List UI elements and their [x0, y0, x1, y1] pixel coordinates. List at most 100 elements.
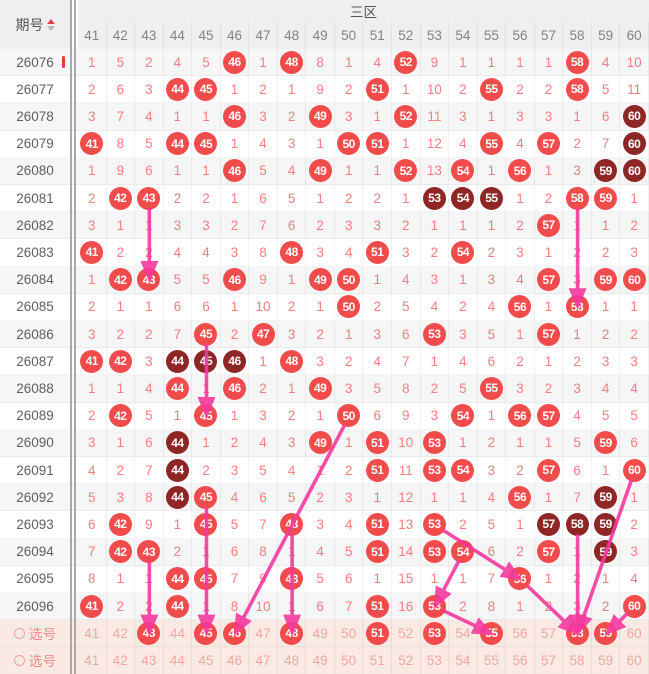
- miss-count-cell: 1: [221, 185, 250, 212]
- miss-count-cell: 8: [135, 484, 164, 511]
- miss-count: 6: [373, 408, 381, 424]
- radio-icon[interactable]: [14, 627, 25, 639]
- selectable-number[interactable]: 51: [363, 647, 393, 674]
- number-ball: 55: [479, 77, 503, 101]
- selectable-number[interactable]: 52: [392, 647, 421, 674]
- miss-count-cell: 2: [78, 402, 107, 429]
- number-cell: 42: [107, 348, 136, 375]
- selectable-number[interactable]: 44: [164, 620, 193, 647]
- number-cell: 50: [335, 402, 364, 429]
- number-cell: 54: [449, 457, 478, 484]
- selectable-number[interactable]: 60: [620, 647, 649, 674]
- miss-count-cell: 1: [164, 402, 193, 429]
- miss-count: 6: [402, 326, 410, 342]
- miss-count: 4: [230, 489, 239, 505]
- selectable-number[interactable]: 55: [478, 647, 507, 674]
- number-cell: 51: [363, 593, 393, 620]
- sort-toggle[interactable]: [46, 18, 55, 31]
- number-ball: 50: [337, 268, 361, 292]
- selected-number-ball[interactable]: 58: [565, 621, 589, 645]
- miss-count-cell: 1: [535, 429, 564, 456]
- selectable-number[interactable]: 57: [535, 647, 564, 674]
- selected-number-ball[interactable]: 48: [280, 621, 304, 645]
- selectable-number[interactable]: 56: [506, 620, 535, 647]
- selected-number-ball[interactable]: 55: [479, 621, 503, 645]
- selectable-number[interactable]: 52: [392, 620, 421, 647]
- number-cell: 45: [192, 484, 221, 511]
- miss-count: 4: [630, 380, 638, 396]
- miss-count-cell: 3: [192, 212, 221, 239]
- selectable-number[interactable]: 43: [135, 647, 164, 674]
- selected-number-ball[interactable]: 45: [194, 621, 218, 645]
- selectable-number[interactable]: 45: [192, 647, 221, 674]
- miss-count-cell: 3: [363, 212, 393, 239]
- miss-count-cell: 2: [478, 239, 507, 266]
- miss-count: 5: [630, 408, 638, 424]
- miss-count: 1: [601, 299, 610, 315]
- number-ball: 45: [194, 512, 218, 536]
- miss-count-cell: 3: [449, 321, 478, 348]
- selectable-number[interactable]: 47: [249, 620, 278, 647]
- miss-count: 1: [544, 489, 553, 505]
- selectable-number[interactable]: 57: [535, 620, 564, 647]
- number-ball: 49: [308, 376, 332, 400]
- number-cell: 52: [392, 157, 421, 184]
- selectable-number-label: 57: [541, 652, 557, 668]
- miss-count: 3: [344, 217, 353, 233]
- miss-count: 11: [427, 108, 442, 124]
- selectable-number[interactable]: 56: [506, 647, 535, 674]
- miss-count-cell: 1: [421, 565, 450, 592]
- miss-count: 6: [287, 217, 296, 233]
- selected-number-ball[interactable]: 53: [422, 621, 446, 645]
- miss-count-cell: 2: [592, 239, 621, 266]
- miss-count: 6: [173, 299, 182, 315]
- selected-number-ball[interactable]: 59: [594, 621, 618, 645]
- miss-count-cell: 1: [392, 185, 421, 212]
- selectable-number[interactable]: 42: [107, 620, 136, 647]
- selectable-number[interactable]: 58: [563, 647, 592, 674]
- selectable-number[interactable]: 54: [449, 620, 478, 647]
- miss-count: 5: [202, 272, 210, 288]
- selectable-number[interactable]: 41: [78, 647, 107, 674]
- miss-count: 1: [316, 190, 324, 206]
- miss-count-cell: 1: [506, 321, 535, 348]
- miss-count: 10: [398, 435, 414, 451]
- miss-count-cell: 12: [421, 130, 450, 157]
- miss-count: 9: [430, 54, 439, 70]
- miss-count: 1: [116, 217, 125, 233]
- selectable-number[interactable]: 59: [592, 647, 621, 674]
- miss-count: 5: [459, 380, 467, 396]
- table-row: 26077 2 6 3 44 45 1 2 1 9 2 51 1 10 2 55 2 2 58 5 11: [0, 76, 649, 104]
- selectable-number[interactable]: 41: [78, 620, 107, 647]
- miss-count-cell: 5: [306, 565, 335, 592]
- selectable-number[interactable]: 60: [620, 620, 649, 647]
- selectable-number[interactable]: 46: [221, 647, 250, 674]
- selected-number-ball[interactable]: 43: [137, 621, 161, 645]
- miss-count: 7: [145, 462, 153, 478]
- miss-count: 2: [487, 435, 496, 451]
- selectable-number[interactable]: 47: [249, 647, 278, 674]
- radio-icon[interactable]: [14, 654, 25, 666]
- miss-count-cell: 8: [221, 593, 250, 620]
- selectable-number[interactable]: 53: [421, 647, 450, 674]
- selectable-number[interactable]: 49: [306, 647, 335, 674]
- selectable-number[interactable]: 49: [306, 620, 335, 647]
- selectable-number-label: 42: [112, 625, 128, 641]
- number-cell: 54: [449, 402, 478, 429]
- number-ball: 44: [165, 77, 189, 101]
- selectable-number[interactable]: 50: [335, 647, 364, 674]
- number-cell: 57: [535, 321, 564, 348]
- selected-number-ball[interactable]: 51: [365, 621, 389, 645]
- miss-count: 3: [230, 244, 239, 260]
- miss-count: 3: [259, 108, 267, 124]
- miss-count: 10: [626, 54, 642, 70]
- miss-count-cell: 5: [278, 484, 307, 511]
- selectable-number[interactable]: 54: [449, 647, 478, 674]
- selectable-number[interactable]: 44: [164, 647, 193, 674]
- selectable-number[interactable]: 42: [107, 647, 136, 674]
- selected-number-ball[interactable]: 46: [223, 621, 246, 645]
- selectable-number-label: 56: [512, 625, 528, 641]
- miss-count: 3: [373, 217, 381, 233]
- selectable-number[interactable]: 48: [278, 647, 307, 674]
- selectable-number[interactable]: 50: [335, 620, 364, 647]
